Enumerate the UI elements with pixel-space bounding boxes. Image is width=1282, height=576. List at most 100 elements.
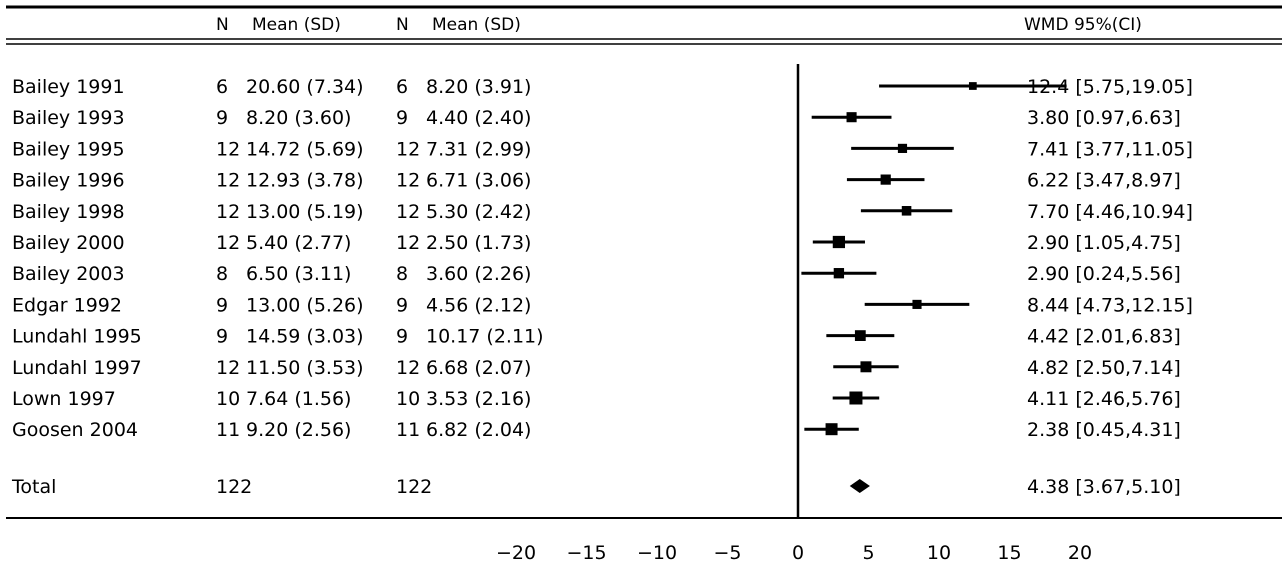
- x-tick-label: 10: [927, 542, 951, 564]
- group1-mean-sd: 7.64 (1.56): [246, 388, 351, 410]
- group2-mean-sd: 6.71 (3.06): [426, 170, 531, 192]
- column-header: N Mean (SD) N Mean (SD) WMD 95%(CI): [216, 15, 1142, 35]
- group2-mean-sd: 7.31 (2.99): [426, 138, 531, 160]
- study-name: Bailey 1995: [12, 138, 125, 160]
- group1-n: 9: [216, 326, 228, 348]
- x-tick-label: −10: [637, 542, 677, 564]
- effect-label: 2.38 [0.45,4.31]: [1027, 419, 1181, 441]
- study-name: Bailey 2003: [12, 263, 125, 285]
- group1-n: 9: [216, 107, 228, 129]
- group2-n: 12: [396, 357, 420, 379]
- x-tick-label: −15: [566, 542, 606, 564]
- study-name: Bailey 1996: [12, 170, 125, 192]
- group2-n: 9: [396, 326, 408, 348]
- x-tick-label: 20: [1068, 542, 1092, 564]
- x-tick-label: −5: [713, 542, 741, 564]
- group2-n: 12: [396, 232, 420, 254]
- group1-n: 11: [216, 419, 240, 441]
- group2-mean-sd: 8.20 (3.91): [426, 76, 531, 98]
- effect-label: 6.22 [3.47,8.97]: [1027, 170, 1181, 192]
- effect-label: 8.44 [4.73,12.15]: [1027, 294, 1193, 316]
- study-row: Bailey 1995 12 14.72 (5.69) 12 7.31 (2.99) 7.…: [12, 138, 1193, 160]
- study-row: Bailey 1998 12 13.00 (5.19) 12 5.30 (2.42) 7.…: [12, 201, 1193, 223]
- group2-n: 11: [396, 419, 420, 441]
- group1-mean-sd: 9.20 (2.56): [246, 419, 351, 441]
- group2-mean-sd: 6.68 (2.07): [426, 357, 531, 379]
- estimate-square: [901, 206, 912, 216]
- effect-label: 4.38 [3.67,5.10]: [1027, 476, 1181, 498]
- group1-n: 6: [216, 76, 228, 98]
- header-n2: N: [396, 15, 409, 35]
- group1-mean-sd: 13.00 (5.26): [246, 294, 364, 316]
- group1-n: 12: [216, 201, 240, 223]
- effect-label: 3.80 [0.97,6.63]: [1027, 107, 1181, 129]
- study-row: Goosen 2004 11 9.20 (2.56) 11 6.82 (2.04) 2.3…: [12, 419, 1181, 441]
- group1-mean-sd: 8.20 (3.60): [246, 107, 351, 129]
- group2-n: 122: [396, 476, 432, 498]
- study-name: Bailey 1993: [12, 107, 125, 129]
- group1-n: 10: [216, 388, 240, 410]
- group2-n: 6: [396, 76, 408, 98]
- study-row: Lown 1997 10 7.64 (1.56) 10 3.53 (2.16) 4.11 …: [12, 388, 1181, 410]
- group2-mean-sd: 5.30 (2.42): [426, 201, 531, 223]
- study-name: Bailey 1991: [12, 76, 125, 98]
- effect-marks: [801, 82, 1067, 493]
- x-tick-label: 15: [997, 542, 1021, 564]
- group2-mean-sd: 3.60 (2.26): [426, 263, 531, 285]
- study-row: Lundahl 1995 9 14.59 (3.03) 9 10.17 (2.11) 4.…: [12, 326, 1181, 348]
- group2-n: 12: [396, 201, 420, 223]
- study-row: Bailey 1993 9 8.20 (3.60) 9 4.40 (2.40) 3.80 …: [12, 107, 1181, 129]
- group1-n: 12: [216, 232, 240, 254]
- group2-mean-sd: 3.53 (2.16): [426, 388, 531, 410]
- effect-label: 2.90 [1.05,4.75]: [1027, 232, 1181, 254]
- study-name: Bailey 1998: [12, 201, 125, 223]
- group2-n: 10: [396, 388, 420, 410]
- header-mean2: Mean (SD): [432, 15, 521, 35]
- estimate-square: [880, 174, 891, 185]
- effect-label: 4.11 [2.46,5.76]: [1027, 388, 1181, 410]
- group1-mean-sd: 12.93 (3.78): [246, 170, 364, 192]
- group2-n: 8: [396, 263, 408, 285]
- effect-label: 2.90 [0.24,5.56]: [1027, 263, 1181, 285]
- group2-n: 12: [396, 138, 420, 160]
- x-tick-label: 5: [862, 542, 874, 564]
- group1-mean-sd: 20.60 (7.34): [246, 76, 364, 98]
- study-name: Total: [11, 476, 56, 498]
- group2-n: 9: [396, 294, 408, 316]
- study-name: Lundahl 1995: [12, 326, 142, 348]
- estimate-square: [860, 361, 872, 373]
- estimate-square: [832, 235, 846, 249]
- group1-n: 9: [216, 294, 228, 316]
- study-name: Lown 1997: [12, 388, 116, 410]
- header-effect: WMD 95%(CI): [1024, 15, 1142, 35]
- group1-n: 12: [216, 357, 240, 379]
- study-name: Bailey 2000: [12, 232, 125, 254]
- estimate-square: [833, 268, 845, 279]
- group1-mean-sd: 13.00 (5.19): [246, 201, 364, 223]
- x-tick-label: 0: [792, 542, 804, 564]
- study-name: Edgar 1992: [12, 294, 122, 316]
- group2-mean-sd: 10.17 (2.11): [426, 326, 544, 348]
- group2-mean-sd: 4.40 (2.40): [426, 107, 531, 129]
- group2-mean-sd: 6.82 (2.04): [426, 419, 531, 441]
- group1-mean-sd: 11.50 (3.53): [246, 357, 364, 379]
- study-row: Lundahl 1997 12 11.50 (3.53) 12 6.68 (2.07) 4…: [12, 357, 1181, 379]
- estimate-square: [968, 82, 977, 90]
- estimate-square: [897, 143, 908, 153]
- group1-n: 12: [216, 138, 240, 160]
- group1-n: 8: [216, 263, 228, 285]
- study-name: Lundahl 1997: [12, 357, 142, 379]
- study-name: Goosen 2004: [12, 419, 138, 441]
- study-row: Bailey 2000 12 5.40 (2.77) 12 2.50 (1.73) 2.9…: [12, 232, 1181, 254]
- group2-mean-sd: 4.56 (2.12): [426, 294, 531, 316]
- group1-mean-sd: 5.40 (2.77): [246, 232, 351, 254]
- effect-label: 12.4 [5.75,19.05]: [1027, 76, 1193, 98]
- effect-label: 7.70 [4.46,10.94]: [1027, 201, 1193, 223]
- estimate-square: [849, 391, 863, 405]
- study-row: Bailey 2003 8 6.50 (3.11) 8 3.60 (2.26) 2.90 …: [12, 263, 1181, 285]
- group1-mean-sd: 6.50 (3.11): [246, 263, 351, 285]
- study-row: Edgar 1992 9 13.00 (5.26) 9 4.56 (2.12) 8.44 …: [12, 294, 1193, 316]
- group1-n: 12: [216, 170, 240, 192]
- estimate-square: [912, 299, 922, 309]
- group1-mean-sd: 14.72 (5.69): [246, 138, 364, 160]
